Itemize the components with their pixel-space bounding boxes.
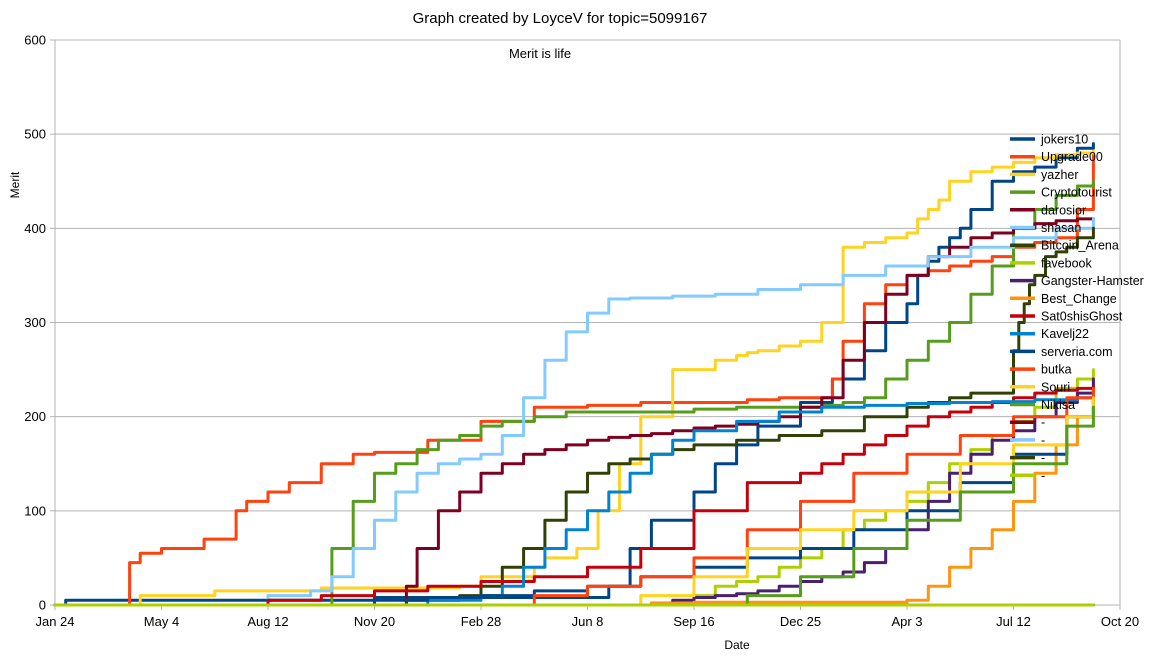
series-line-1	[53, 151, 1095, 607]
series-line-10	[53, 385, 1095, 607]
legend-label: shasan	[1041, 221, 1081, 235]
x-tick-label: May 4	[144, 614, 179, 629]
y-tick-label: 300	[24, 315, 46, 330]
x-tick-label: Jun 8	[572, 614, 604, 629]
x-tick-label: Feb 28	[461, 614, 501, 629]
legend-label: Upgrade00	[1041, 150, 1103, 164]
legend-label: yazher	[1041, 168, 1079, 182]
y-tick-label: 200	[24, 409, 46, 424]
legend-label: jokers10	[1040, 133, 1088, 147]
legend-label: -	[1041, 469, 1045, 483]
legend-label: -	[1041, 451, 1045, 465]
x-tick-label: Apr 3	[891, 614, 922, 629]
x-tick-label: Jul 12	[996, 614, 1031, 629]
series-line-15	[53, 405, 1095, 607]
legend-label: Sat0shisGhost	[1041, 310, 1123, 324]
legend-label: Cryptotourist	[1041, 186, 1112, 200]
series-line-14	[53, 396, 1095, 607]
series-line-6	[53, 226, 1095, 607]
series-layer	[53, 142, 1095, 607]
series-line-3	[53, 179, 1095, 607]
x-tick-label: Aug 12	[247, 614, 288, 629]
legend-label: favebook	[1041, 256, 1092, 270]
legend-label: -	[1041, 433, 1045, 447]
chart-subtitle: Merit is life	[509, 46, 571, 61]
legend-label: darosior	[1041, 203, 1086, 217]
y-tick-label: 600	[24, 33, 46, 48]
series-line-13	[53, 386, 1095, 607]
legend-label: Kavelj22	[1041, 327, 1089, 341]
y-tick-label: 100	[24, 503, 46, 518]
legend-label: Souri	[1041, 380, 1070, 394]
series-line-12	[53, 396, 1095, 607]
y-axis-title: Merit	[8, 171, 22, 198]
x-tick-label: Jan 24	[35, 614, 74, 629]
series-line-2	[53, 149, 1095, 607]
y-tick-label: 500	[24, 127, 46, 142]
y-tick-labels: 0 100 200 300 400 500 600	[24, 33, 46, 613]
x-tick-label: Sep 16	[673, 614, 714, 629]
legend: jokers10 Upgrade00 yazher Cryptotourist daro…	[1010, 133, 1144, 483]
legend-label: Best_Change	[1041, 292, 1117, 306]
x-tick-labels: Jan 24 May 4 Aug 12 Nov 20 Feb 28 Jun 8 Sep 16…	[35, 614, 1139, 629]
legend-label: butka	[1041, 363, 1072, 377]
series-line-9	[53, 386, 1095, 607]
x-tick-label: Dec 25	[780, 614, 821, 629]
legend-label: Bitcoin_Arena	[1041, 239, 1119, 253]
x-axis-title: Date	[724, 638, 750, 652]
legend-label: -	[1041, 416, 1045, 430]
series-line-11	[53, 394, 1095, 607]
legend-label: Gangster-Hamster	[1041, 274, 1144, 288]
chart-title: Graph created by LoyceV for topic=509916…	[413, 10, 708, 27]
legend-label: Nikisa	[1041, 398, 1075, 412]
y-tick-label: 0	[39, 598, 46, 613]
x-tick-label: Nov 20	[354, 614, 395, 629]
series-line-8	[53, 377, 1095, 607]
legend-label: serveria.com	[1041, 345, 1113, 359]
series-line-0	[53, 142, 1095, 607]
series-line-5	[53, 217, 1095, 607]
x-tick-label: Oct 20	[1101, 614, 1139, 629]
y-tick-label: 400	[24, 221, 46, 236]
grid-layer	[50, 39, 1121, 610]
